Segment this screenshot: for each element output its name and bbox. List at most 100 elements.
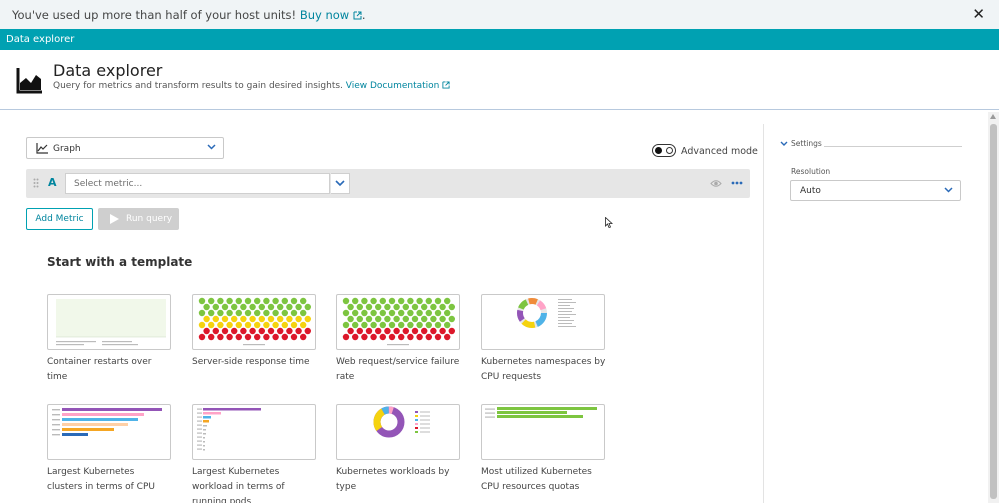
add-metric-button[interactable]: Add Metric [26,208,93,230]
template-card-namespaces-cpu[interactable]: Kubernetes namespaces by CPU requests [481,294,606,385]
honeycomb-cell [342,333,350,341]
scrollbar-thumb[interactable] [990,124,997,499]
honeycomb-cell [416,297,423,305]
app-titlebar: Data explorer [0,29,999,50]
honeycomb-cell [347,327,354,335]
honeycomb-cell [217,321,224,329]
template-label[interactable]: Kubernetes workloads by type [336,467,450,492]
view-documentation-label[interactable]: View Documentation [345,81,440,91]
template-label[interactable]: Web request/service failure rate [336,357,460,382]
template-card-web-request-failure[interactable]: Web request/service failure rate [336,294,461,385]
honeycomb-cell [425,321,432,329]
honeycomb-cell [393,327,400,335]
honeycomb-cell [425,333,432,341]
honeycomb-cell [347,315,354,323]
play-icon [110,214,119,224]
honeycomb-cell [421,315,428,323]
template-card-workloads-by-type[interactable]: Kubernetes workloads by type [336,404,461,495]
honeycomb-cell [370,321,377,329]
honeycomb-cell [444,309,451,317]
honeycomb-cell [411,327,419,335]
honeycomb-cell [398,321,405,329]
honeycomb-cell [212,303,219,311]
banner-close-icon[interactable]: ✕ [972,5,985,23]
honeycomb-cell [402,303,409,311]
external-link-icon[interactable] [442,81,450,89]
honeycomb-cell [244,333,252,341]
honeycomb-cell [407,333,414,341]
honeycomb-cell [277,327,284,335]
settings-toggle[interactable]: Settings [780,139,822,148]
honeycomb-cell [361,297,368,305]
more-options-icon[interactable] [731,181,743,185]
banner-period: . [361,8,366,22]
resolution-select[interactable]: Auto [790,180,961,201]
honeycomb-cell [398,309,405,317]
honeycomb-cell [361,333,368,341]
honeycomb-cell [290,297,298,305]
honeycomb-cell [290,333,298,341]
honeycomb-cell [240,303,247,311]
query-row: A [26,169,750,198]
honeycomb-cell [448,315,455,323]
template-card-server-response-time[interactable]: Server-side response time [192,294,317,370]
template-card-largest-workload-pods[interactable]: Largest Kubernetes workload in terms of … [192,404,317,503]
honeycomb-cell [384,303,391,311]
template-label[interactable]: Most utilized Kubernetes CPU resources q… [481,467,592,492]
honeycomb-cell [398,297,405,305]
metric-dropdown-button[interactable] [331,173,350,194]
honeycomb-cell [244,321,252,329]
page-title: Data explorer [53,61,163,80]
honeycomb-cell [444,297,451,305]
view-documentation-link[interactable]: View Documentation [346,81,450,91]
visualization-select[interactable]: Graph [26,137,224,159]
buy-now-link[interactable]: Buy now [300,8,362,22]
honeycomb-cell [416,309,423,317]
scroll-up-arrow-icon[interactable] [990,114,996,119]
templates-heading: Start with a template [47,255,193,269]
honeycomb-cell [402,327,409,335]
honeycomb-cell [267,327,275,335]
donut-thumbnail [517,298,576,328]
resolution-label: Resolution [791,167,831,176]
honeycomb-cell [295,303,302,311]
drag-handle-icon[interactable] [33,178,39,188]
template-card-largest-clusters-cpu[interactable]: Largest Kubernetes clusters in terms of … [47,404,172,495]
honeycomb-cell [217,333,224,341]
metric-select-input[interactable] [65,173,330,194]
honeycomb-cell [379,333,386,341]
honeycomb-cell [281,333,288,341]
line-chart-icon [36,143,48,154]
advanced-mode-toggle[interactable] [652,144,676,157]
template-thumbnail [481,294,605,350]
honeycomb-cell [221,315,229,323]
external-link-icon[interactable] [353,11,362,20]
run-query-button[interactable]: Run query [98,208,179,230]
eye-icon[interactable] [710,179,722,188]
template-card-cpu-resource-quotas[interactable]: Most utilized Kubernetes CPU resources q… [481,404,606,495]
template-label[interactable]: Server-side response time [192,357,310,367]
template-label[interactable]: Largest Kubernetes clusters in terms of … [47,467,155,492]
honeycomb-cell [281,321,288,329]
template-label[interactable]: Kubernetes namespaces by CPU requests [481,357,606,382]
honeycomb-cell [290,321,298,329]
honeycomb-cell [370,333,377,341]
honeycomb-cell [439,327,446,335]
banner-text-wrapper: You've used up more than half of your ho… [12,8,366,22]
page-scrollbar[interactable] [988,112,999,503]
buy-now-label[interactable]: Buy now [299,8,350,22]
honeycomb-cell [439,303,446,311]
template-label[interactable]: Largest Kubernetes workload in terms of … [192,467,285,503]
template-label[interactable]: Container restarts over time [47,357,152,382]
honeycomb-cell [240,327,247,335]
honeycomb-cell [249,327,256,335]
honeycomb-cell [365,327,373,335]
honeycomb-cell [263,309,270,317]
template-thumbnail [336,294,460,350]
honeycomb-cell [249,315,256,323]
honeycomb-cell [347,303,354,311]
honeycomb-cell [240,315,247,323]
honeycomb-cell [249,303,256,311]
template-card-container-restarts[interactable]: Container restarts over time [47,294,172,385]
honeycomb-cell [304,327,311,335]
